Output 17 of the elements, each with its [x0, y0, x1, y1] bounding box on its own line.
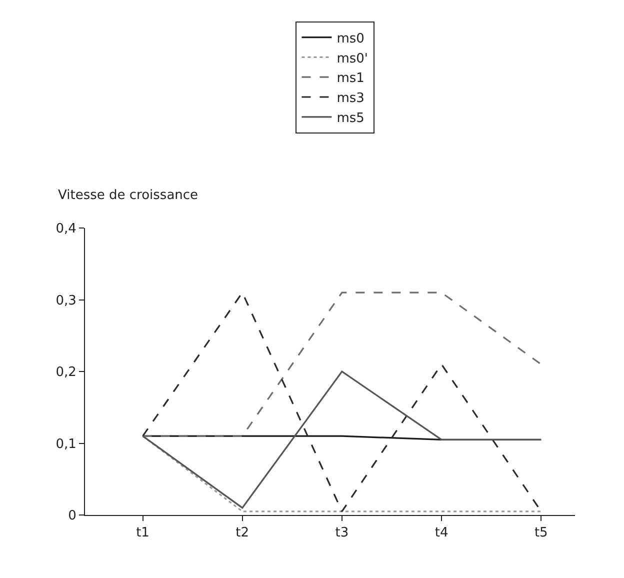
legend-label: ms3 — [336, 91, 364, 106]
x-tick-label: t5 — [534, 526, 548, 541]
x-tick-label: t4 — [434, 526, 448, 541]
y-tick-label: 0,1 — [56, 436, 76, 452]
legend-label: ms0 — [336, 31, 364, 46]
legend-label: ms1 — [336, 71, 364, 86]
legend-label: ms0' — [336, 51, 368, 66]
y-tick-label: 0,3 — [56, 293, 76, 308]
x-tick-label: t1 — [136, 526, 150, 541]
legend-label: ms5 — [336, 110, 364, 126]
y-tick-label: 0 — [68, 508, 76, 524]
y-axis-title: Vitesse de croissance — [58, 188, 198, 203]
line-series — [142, 370, 542, 509]
x-tick-label: t2 — [236, 526, 250, 541]
y-tick-label: 0,4 — [56, 222, 76, 237]
x-tick-label: t3 — [335, 526, 349, 541]
y-tick-label: 0,2 — [56, 365, 76, 380]
